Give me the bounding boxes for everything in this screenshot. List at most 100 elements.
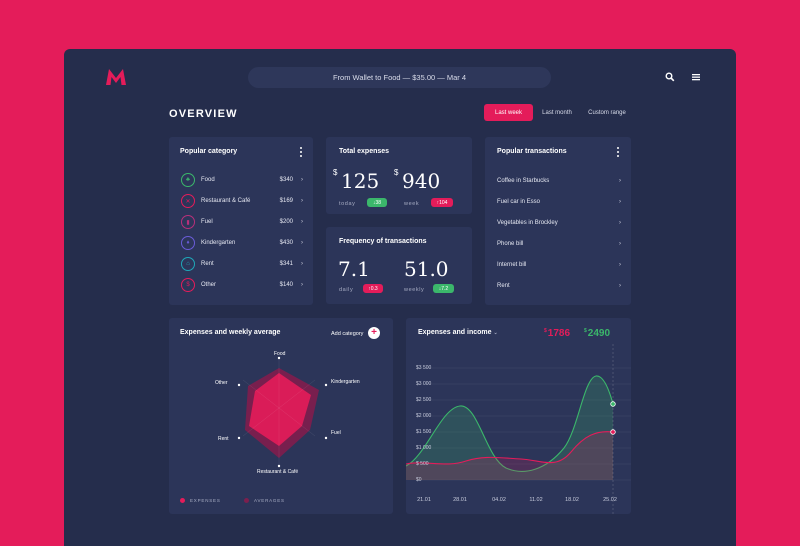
popular-transactions-title: Popular transactions — [497, 148, 567, 155]
frequency-title: Frequency of transactions — [339, 238, 427, 245]
radar-chart — [237, 356, 328, 468]
page-title: OVERVIEW — [169, 108, 238, 120]
add-category-label[interactable]: Add category — [331, 331, 364, 337]
radar-label-fuel: Fuel — [331, 430, 341, 436]
more-options-icon[interactable] — [616, 147, 619, 157]
radar-label-food: Food — [274, 351, 286, 357]
weekly-label: weekly — [404, 287, 425, 293]
y-tick: $3 500 — [416, 365, 432, 371]
income-line-chart — [406, 344, 631, 514]
chevron-right-icon[interactable]: › — [301, 177, 303, 183]
week-change-badge: ↑104 — [431, 198, 453, 207]
x-tick: 18.02 — [565, 497, 579, 503]
week-value: 940 — [402, 169, 441, 193]
y-tick: $3 000 — [416, 381, 432, 387]
category-row[interactable]: $ Other $140 › — [181, 277, 303, 293]
chevron-right-icon[interactable]: › — [619, 241, 621, 247]
x-tick: 28.01 — [453, 497, 467, 503]
legend-averages: AVERAGES — [244, 498, 285, 503]
category-row[interactable]: ⌂ Rent $341 › — [181, 256, 303, 272]
expenses-line — [406, 431, 614, 465]
y-tick: $ 500 — [416, 461, 429, 467]
today-currency: $ — [333, 168, 338, 177]
transaction-name: Internet bill — [497, 262, 527, 268]
daily-label: daily — [339, 287, 354, 293]
transaction-row[interactable]: Internet bill › — [497, 258, 621, 272]
category-amount: $200 — [279, 219, 293, 225]
category-name: Rent — [201, 261, 214, 267]
category-row[interactable]: ♦ Kindergarten $430 › — [181, 235, 303, 251]
income-line — [406, 375, 614, 472]
range-last-week[interactable]: Last week — [484, 104, 533, 121]
total-expenses-title: Total expenses — [339, 148, 390, 155]
app-window: From Wallet to Food — $35.00 — Mar 4 OVE… — [64, 49, 736, 546]
popular-category-title: Popular category — [180, 148, 238, 155]
category-amount: $430 — [279, 240, 293, 246]
more-options-icon[interactable] — [299, 147, 302, 157]
category-name: Other — [201, 282, 217, 288]
dollar-icon: $ — [181, 278, 195, 292]
add-category-button[interactable]: + — [368, 327, 380, 339]
radar-label-other: Other — [215, 380, 228, 386]
category-name: Fuel — [201, 219, 213, 225]
transaction-row[interactable]: Coffee in Starbucks › — [497, 174, 621, 188]
expenses-total: $1786 — [544, 328, 571, 339]
category-name: Food — [201, 177, 215, 183]
transaction-row[interactable]: Fuel car in Esso › — [497, 195, 621, 209]
week-currency: $ — [394, 168, 399, 177]
transaction-row[interactable]: Rent › — [497, 279, 621, 293]
chevron-right-icon[interactable]: › — [619, 199, 621, 205]
category-name: Kindergarten — [201, 240, 236, 246]
category-row[interactable]: ▮ Fuel $200 › — [181, 214, 303, 230]
frequency-card: Frequency of transactions 7.1 daily ↑0.3… — [326, 227, 472, 304]
chevron-down-icon[interactable]: ⌄ — [493, 330, 498, 336]
weekly-change-badge: ↓7.2 — [433, 284, 454, 293]
total-expenses-card: Total expenses $ 125 today ↓38 $ 940 wee… — [326, 137, 472, 214]
cutlery-icon: ✕ — [181, 194, 195, 208]
chevron-right-icon[interactable]: › — [301, 198, 303, 204]
chevron-right-icon[interactable]: › — [301, 219, 303, 225]
transaction-name: Rent — [497, 283, 510, 289]
menu-icon[interactable] — [691, 72, 701, 82]
y-tick: $0 — [416, 477, 422, 483]
x-tick: 11.02 — [529, 497, 543, 503]
expenses-area — [249, 373, 311, 446]
category-row[interactable]: ✕ Restaurant & Café $169 › — [181, 193, 303, 209]
transaction-name: Phone bill — [497, 241, 524, 247]
category-row[interactable]: ♣ Food $340 › — [181, 172, 303, 188]
category-name: Restaurant & Café — [201, 198, 251, 204]
radar-label-rent: Rent — [218, 436, 229, 442]
chevron-right-icon[interactable]: › — [619, 220, 621, 226]
chevron-right-icon[interactable]: › — [301, 261, 303, 267]
income-chart-card: Expenses and income ⌄ $1786 $2490 — [406, 318, 631, 514]
transaction-row[interactable]: Phone bill › — [497, 237, 621, 251]
search-icon[interactable] — [665, 72, 675, 82]
today-value: 125 — [341, 169, 380, 193]
house-icon: ⌂ — [181, 257, 195, 271]
daily-change-badge: ↑0.3 — [363, 284, 383, 293]
radar-label-restaurant: Restaurant & Café — [257, 469, 299, 475]
range-custom[interactable]: Custom range — [588, 109, 626, 116]
logo-icon[interactable] — [105, 68, 127, 86]
chevron-right-icon[interactable]: › — [619, 262, 621, 268]
transaction-row[interactable]: Vegetables in Brockley › — [497, 216, 621, 230]
chevron-right-icon[interactable]: › — [301, 240, 303, 246]
chevron-right-icon[interactable]: › — [301, 282, 303, 288]
category-amount: $140 — [279, 282, 293, 288]
transaction-name: Coffee in Starbucks — [497, 178, 550, 184]
notification-bar[interactable]: From Wallet to Food — $35.00 — Mar 4 — [248, 67, 551, 88]
income-chart-title[interactable]: Expenses and income ⌄ — [418, 329, 498, 336]
chevron-right-icon[interactable]: › — [619, 283, 621, 289]
expenses-point — [610, 429, 616, 435]
income-point — [610, 401, 616, 407]
x-tick: 25.02 — [603, 497, 617, 503]
today-change-badge: ↓38 — [367, 198, 387, 207]
range-last-month[interactable]: Last month — [542, 109, 572, 116]
legend-expenses: EXPENSES — [180, 498, 221, 503]
category-amount: $341 — [279, 261, 293, 267]
daily-value: 7.1 — [338, 257, 370, 281]
popular-transactions-card: Popular transactions Coffee in Starbucks… — [485, 137, 631, 305]
chevron-right-icon[interactable]: › — [619, 178, 621, 184]
income-total: $2490 — [584, 328, 611, 339]
week-label: week — [404, 201, 420, 207]
